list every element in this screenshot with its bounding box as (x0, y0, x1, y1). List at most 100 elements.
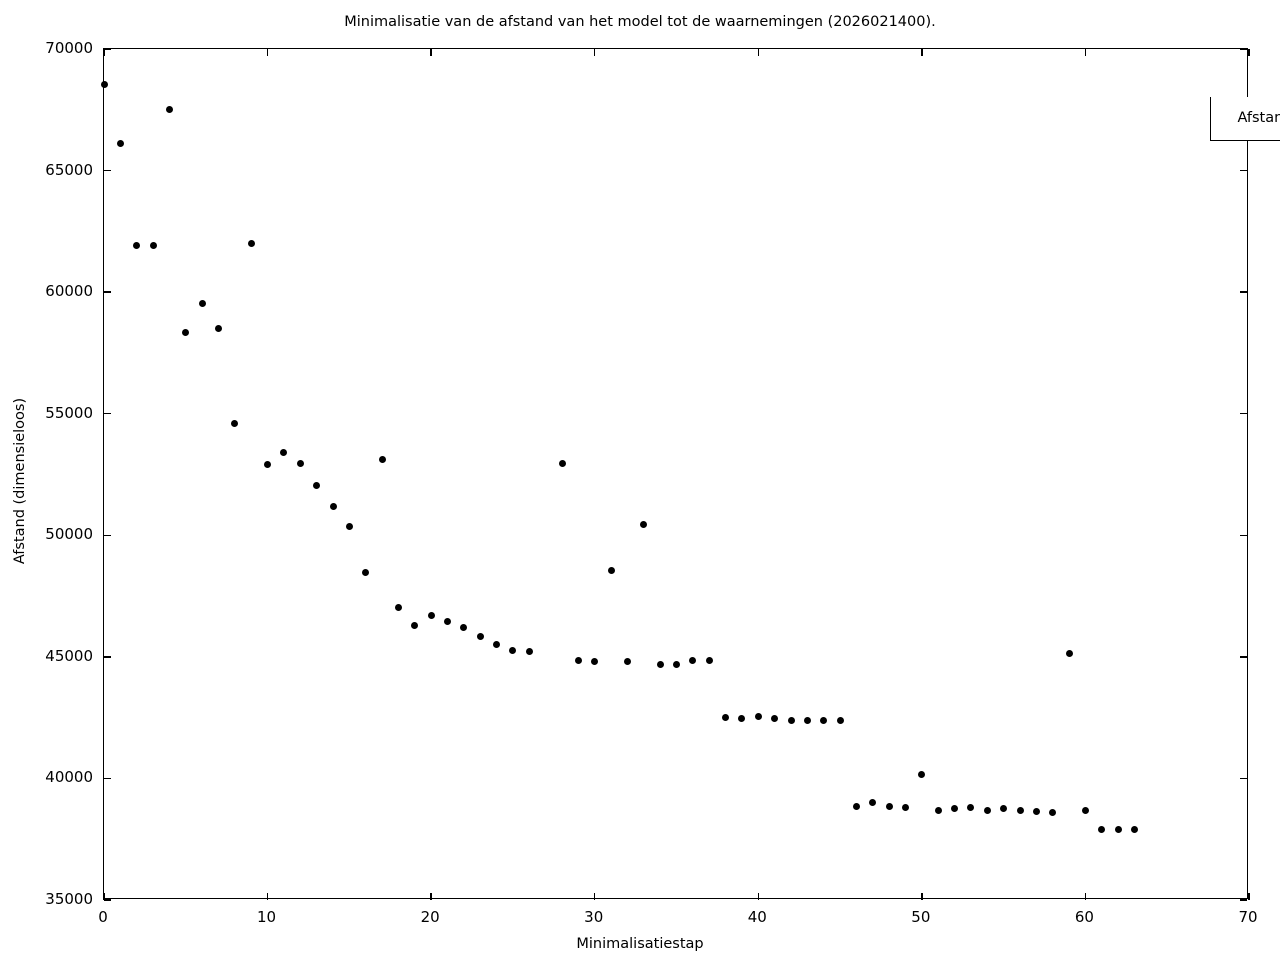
legend-entry-afstand: Afstand (1211, 97, 1280, 141)
data-point (1081, 806, 1089, 814)
data-point (460, 624, 468, 632)
data-point (803, 716, 811, 724)
y-axis-tick-label: 45000 (45, 646, 93, 665)
legend-label: Afstand (1237, 110, 1280, 126)
x-axis-tick-top (430, 49, 432, 56)
data-point (394, 603, 402, 611)
x-axis-tick-label: 30 (584, 908, 604, 926)
data-point (182, 328, 190, 336)
x-axis-tick-label: 60 (1074, 908, 1094, 926)
x-axis-tick-top (921, 49, 923, 56)
chart-legend: Afstand (1210, 97, 1280, 141)
data-point (525, 648, 533, 656)
data-point (116, 140, 124, 148)
x-axis-tick-top (266, 49, 269, 56)
data-point (738, 715, 746, 723)
y-axis-tick-right (1240, 534, 1247, 536)
y-axis-title: Afstand (dimensieloos) (12, 397, 28, 565)
x-axis-tick-label: 0 (98, 908, 108, 926)
y-axis-tick-label: 60000 (45, 282, 93, 301)
data-point (983, 806, 991, 814)
x-axis-tick-top (757, 49, 759, 56)
x-axis-tick (1248, 893, 1250, 900)
x-axis-tick (757, 893, 759, 900)
y-axis-tick-right (1240, 656, 1247, 658)
data-point (771, 715, 779, 723)
data-point (558, 460, 566, 468)
data-point (411, 621, 419, 629)
y-axis-tick (104, 656, 111, 658)
data-point (705, 657, 713, 664)
y-axis-tick (104, 413, 111, 415)
x-axis-tick-label: 70 (1238, 908, 1258, 926)
x-axis-tick (921, 893, 923, 900)
data-point (591, 658, 599, 666)
data-point (427, 612, 435, 620)
data-point (231, 419, 239, 427)
x-axis-tick-label: 50 (911, 908, 931, 926)
chart-title: Minimalisatie van de afstand van het mod… (344, 14, 936, 30)
x-axis-tick-top (594, 49, 596, 56)
data-point (836, 716, 844, 724)
data-point (673, 660, 680, 668)
y-axis-tick-label: 55000 (45, 403, 93, 422)
data-point (1016, 806, 1024, 814)
plot-area: Afstand (100, 48, 1280, 901)
data-point (902, 804, 909, 812)
x-axis-tick-label: 40 (747, 908, 767, 926)
data-point (280, 449, 288, 457)
data-point (640, 520, 648, 528)
data-point (247, 240, 255, 247)
data-point (689, 657, 697, 664)
data-point (820, 716, 828, 724)
x-axis-tick (430, 893, 432, 900)
data-point (345, 523, 353, 531)
y-axis-tick-label: 40000 (45, 768, 93, 787)
x-axis-tick-top (1248, 49, 1250, 56)
data-point (313, 481, 321, 489)
x-axis-tick-label: 10 (257, 908, 277, 926)
data-point (787, 716, 795, 724)
data-point (296, 460, 304, 468)
data-point (149, 242, 157, 250)
y-axis-tick (104, 291, 111, 293)
data-point (264, 461, 272, 469)
y-axis-tick-right (1240, 48, 1247, 50)
data-point (967, 804, 975, 812)
x-axis-tick-label: 20 (420, 908, 440, 926)
x-axis-tick (1084, 893, 1087, 900)
x-axis-tick-top (103, 49, 105, 56)
y-axis-tick-right (1240, 169, 1247, 172)
x-axis-tick (594, 893, 596, 900)
y-axis-tick (104, 899, 111, 901)
data-point (607, 567, 615, 575)
data-point (885, 802, 893, 810)
y-axis-tick (104, 169, 111, 172)
data-point (623, 658, 631, 666)
data-point (1000, 805, 1008, 813)
data-point (656, 660, 664, 668)
data-point (198, 299, 206, 307)
data-point (574, 657, 582, 664)
data-point (1049, 808, 1057, 816)
data-point (476, 632, 484, 640)
x-axis-tick-top (1084, 49, 1087, 56)
x-axis-title: Minimalisatiestap (576, 936, 704, 952)
data-point (215, 325, 222, 333)
data-point (852, 802, 860, 810)
y-axis-tick (104, 48, 111, 50)
data-point (918, 771, 926, 779)
data-point (1065, 649, 1073, 657)
y-axis-tick (104, 777, 111, 780)
y-axis-tick-label: 50000 (45, 525, 93, 544)
data-point (378, 456, 386, 464)
y-axis-tick-right (1240, 413, 1247, 415)
data-point (1114, 825, 1122, 833)
data-point (362, 569, 370, 577)
y-axis-tick-right (1240, 899, 1247, 901)
data-point (133, 242, 141, 250)
y-axis-tick-label: 70000 (45, 39, 93, 57)
data-point (1098, 825, 1106, 833)
x-axis-tick (103, 893, 105, 900)
